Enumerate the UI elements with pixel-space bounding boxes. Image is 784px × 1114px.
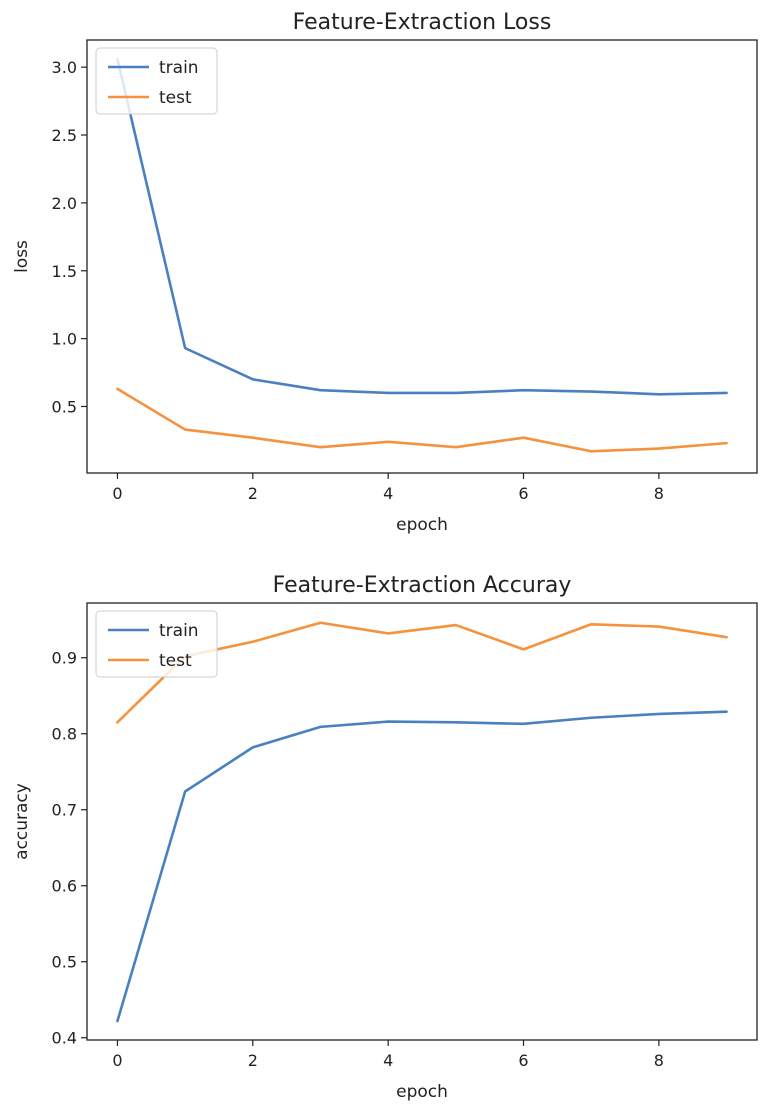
loss-chart: Feature-Extraction Loss 0 2 4 6 8 0.5 1.0 1.5 2.0… [12, 10, 758, 535]
accuracy-legend-box [95, 610, 218, 678]
accuracy-x-axis-label: epoch [396, 1082, 448, 1102]
accuracy-y-tick-label: 0.5 [52, 953, 77, 972]
loss-x-tick-label: 6 [518, 484, 528, 503]
accuracy-y-tick-label: 0.7 [52, 801, 77, 820]
loss-y-tick-label: 3.0 [52, 58, 77, 77]
accuracy-y-tick-label: 0.4 [52, 1029, 77, 1048]
loss-chart-title: Feature-Extraction Loss [293, 10, 552, 35]
loss-x-axis-label: epoch [396, 515, 448, 535]
accuracy-x-tick-label: 8 [654, 1051, 664, 1070]
loss-x-tick-label: 2 [248, 484, 258, 503]
loss-y-tick-label: 2.5 [52, 126, 77, 145]
accuracy-x-tick-label: 4 [383, 1051, 393, 1070]
loss-legend-label-test: test [159, 88, 192, 108]
accuracy-x-tick-label: 0 [112, 1051, 122, 1070]
loss-y-axis-label: loss [12, 240, 32, 273]
accuracy-y-axis-label: accuracy [12, 783, 32, 860]
accuracy-y-tick-label: 0.9 [52, 649, 77, 668]
accuracy-y-tick-label: 0.8 [52, 725, 77, 744]
accuracy-legend: train test [95, 610, 218, 678]
accuracy-legend-label-test: test [159, 651, 192, 671]
loss-legend-box [95, 47, 218, 115]
loss-legend-label-train: train [159, 58, 199, 78]
loss-x-tick-label: 4 [383, 484, 393, 503]
accuracy-y-tick-label: 0.6 [52, 877, 77, 896]
accuracy-plot-frame [86, 602, 758, 1041]
accuracy-series-line-train [116, 710, 728, 1023]
loss-y-tick-label: 1.0 [52, 330, 77, 349]
accuracy-chart-title: Feature-Extraction Accuray [273, 573, 572, 598]
loss-series-line-test [116, 387, 728, 453]
loss-y-tick-label: 1.5 [52, 262, 77, 281]
accuracy-legend-label-train: train [159, 621, 199, 641]
loss-legend: train test [95, 47, 218, 115]
loss-y-tick-label: 0.5 [52, 397, 77, 416]
accuracy-x-tick-label: 2 [248, 1051, 258, 1070]
loss-x-tick-label: 0 [112, 484, 122, 503]
accuracy-series-line-test [116, 621, 728, 724]
loss-series-line-train [116, 57, 728, 396]
loss-y-tick-label: 2.0 [52, 194, 77, 213]
accuracy-chart: Feature-Extraction Accuray 0 2 4 6 8 0.4 0.5 0.6… [12, 573, 758, 1102]
accuracy-x-tick-label: 6 [518, 1051, 528, 1070]
loss-plot-frame [86, 39, 758, 474]
loss-x-tick-label: 8 [654, 484, 664, 503]
